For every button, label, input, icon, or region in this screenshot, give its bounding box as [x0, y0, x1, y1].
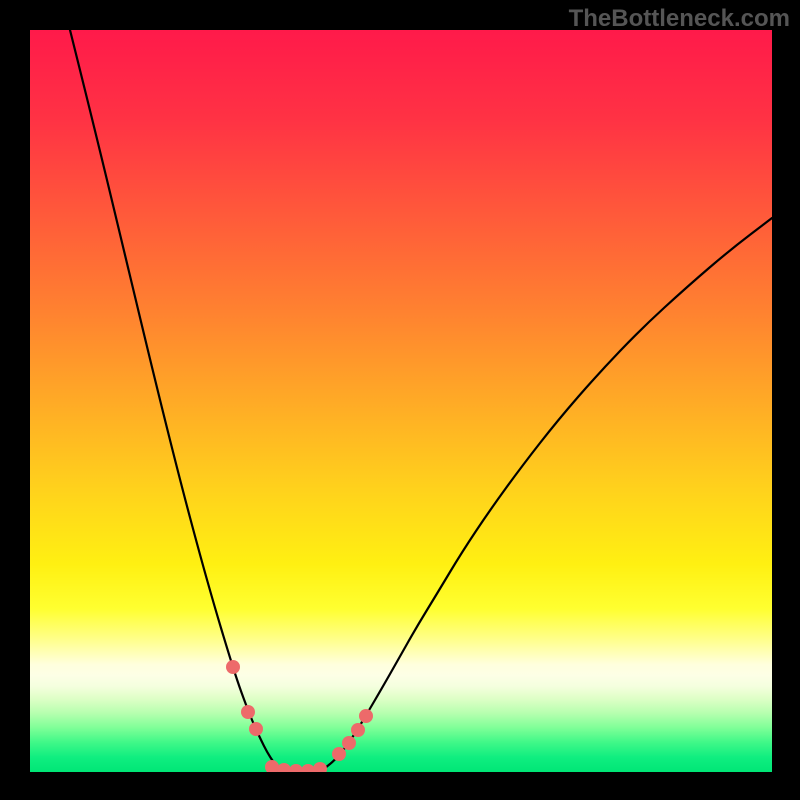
data-marker: [332, 747, 346, 761]
gradient-background: [30, 30, 772, 772]
plot-svg: [30, 30, 772, 772]
data-marker: [249, 722, 263, 736]
data-marker: [342, 736, 356, 750]
canvas: TheBottleneck.com: [0, 0, 800, 800]
data-marker: [351, 723, 365, 737]
data-marker: [241, 705, 255, 719]
data-marker: [226, 660, 240, 674]
watermark-text: TheBottleneck.com: [569, 5, 790, 33]
data-marker: [359, 709, 373, 723]
plot-area: [30, 30, 772, 772]
